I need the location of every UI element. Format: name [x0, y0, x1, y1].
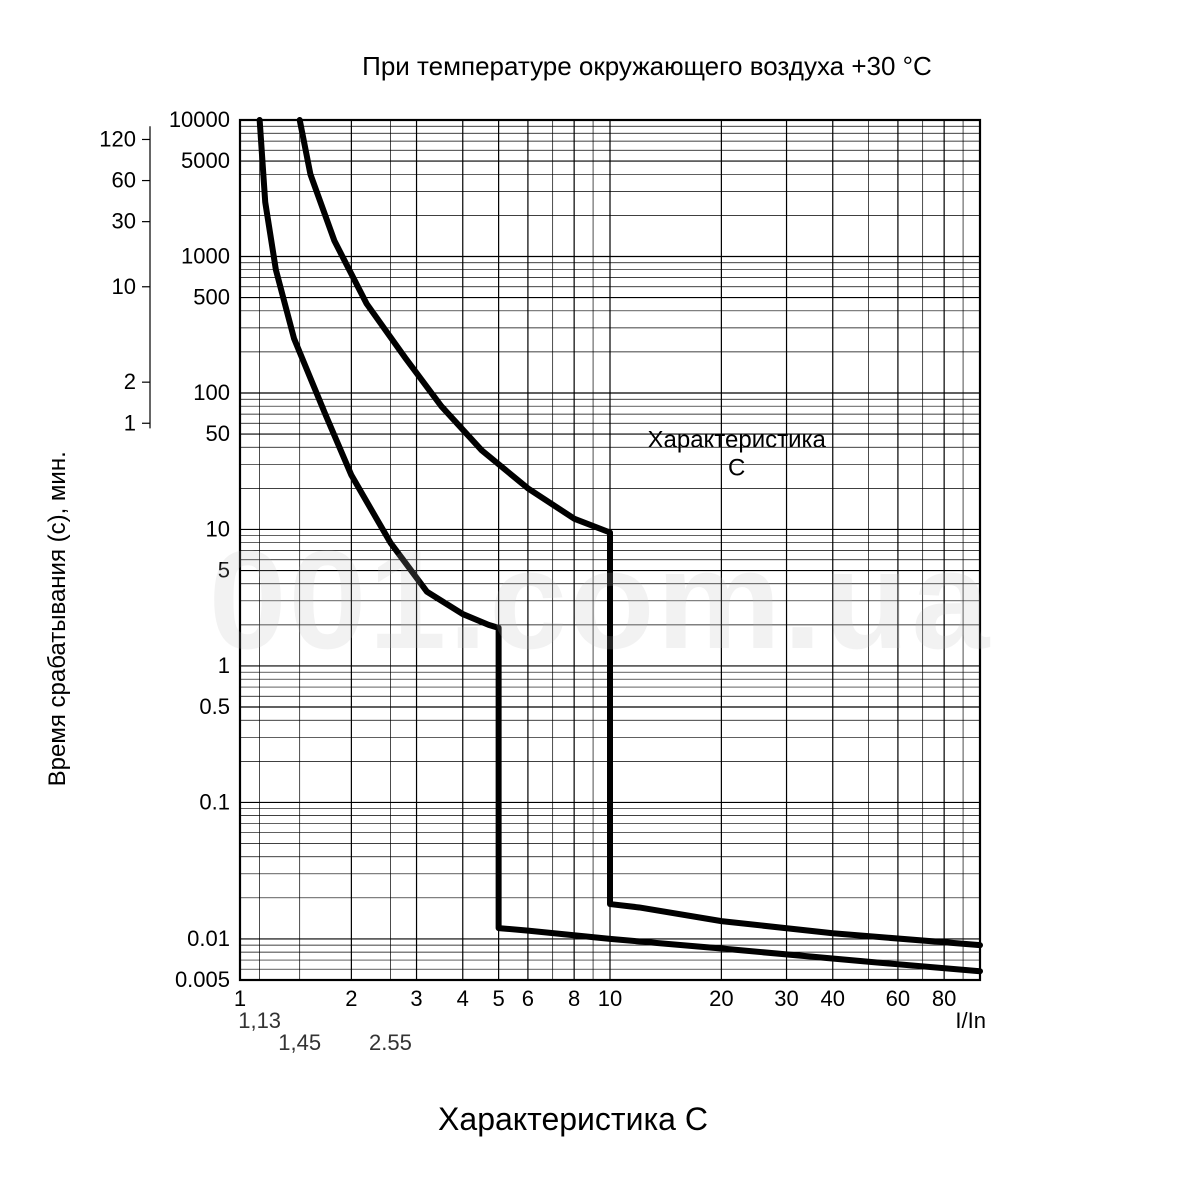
svg-text:1: 1 [218, 653, 230, 678]
chart-root: 0.005 0.01 0.1 0.5 1 5 10 50 100 500 1000 5000 10000… [0, 0, 1200, 1200]
svg-text:100: 100 [193, 380, 230, 405]
svg-text:1: 1 [124, 410, 136, 435]
svg-text:8: 8 [568, 986, 580, 1011]
svg-text:500: 500 [193, 285, 230, 310]
svg-text:1000: 1000 [181, 243, 230, 268]
svg-text:3: 3 [410, 986, 422, 1011]
svg-text:20: 20 [709, 986, 733, 1011]
svg-text:4: 4 [457, 986, 469, 1011]
svg-text:40: 40 [821, 986, 845, 1011]
svg-text:С: С [728, 454, 745, 481]
svg-text:I/In: I/In [955, 1008, 986, 1033]
svg-text:5: 5 [218, 558, 230, 583]
svg-text:50: 50 [206, 421, 230, 446]
svg-text:80: 80 [932, 986, 956, 1011]
svg-text:2: 2 [345, 986, 357, 1011]
svg-text:10: 10 [206, 516, 230, 541]
svg-text:30: 30 [112, 209, 136, 234]
svg-text:60: 60 [112, 168, 136, 193]
svg-text:60: 60 [886, 986, 910, 1011]
svg-text:0.5: 0.5 [199, 694, 230, 719]
svg-text:0.01: 0.01 [187, 926, 230, 951]
svg-text:0.005: 0.005 [175, 967, 230, 992]
svg-text:30: 30 [774, 986, 798, 1011]
svg-text:5000: 5000 [181, 148, 230, 173]
svg-text:2.55: 2.55 [369, 1030, 412, 1055]
svg-text:Характеристика: Характеристика [647, 426, 826, 453]
svg-text:При температуре окружающего во: При температуре окружающего воздуха +30 … [362, 51, 932, 81]
svg-text:Время срабатывания (с), мин.: Время срабатывания (с), мин. [44, 451, 71, 786]
svg-text:10: 10 [112, 274, 136, 299]
svg-text:1,13: 1,13 [238, 1008, 281, 1033]
svg-text:10000: 10000 [169, 107, 230, 132]
svg-text:0.1: 0.1 [199, 789, 230, 814]
svg-text:120: 120 [99, 126, 136, 151]
svg-text:6: 6 [522, 986, 534, 1011]
svg-text:5: 5 [492, 986, 504, 1011]
svg-text:Характеристика С: Характеристика С [438, 1101, 708, 1137]
svg-text:1,45: 1,45 [278, 1030, 321, 1055]
svg-text:10: 10 [598, 986, 622, 1011]
svg-text:2: 2 [124, 369, 136, 394]
